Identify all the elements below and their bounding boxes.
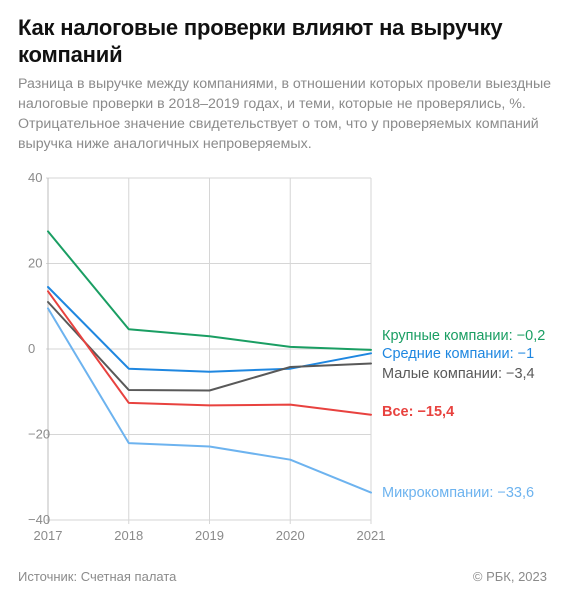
grid-lines [46, 177, 372, 524]
copyright: © РБК, 2023 [472, 569, 547, 584]
chart-title: Как налоговые проверки влияют на выручку… [18, 15, 503, 67]
y-tick-label: −20 [28, 427, 50, 442]
x-tick-label: 2019 [195, 528, 224, 543]
series-end-label: Средние компании: −1 [382, 346, 534, 362]
x-tick-label: 2018 [114, 528, 143, 543]
series-lines [47, 230, 372, 494]
chart-subtitle: Разница в выручке между компаниями, в от… [18, 76, 552, 152]
series-line [47, 307, 372, 494]
y-axis-ticks: 40 20 0 −20 −40 [28, 170, 50, 527]
series-end-label: Крупные компании: −0,2 [382, 328, 545, 344]
y-tick-label: −40 [28, 512, 50, 527]
series-line [47, 290, 372, 416]
x-tick-label: 2020 [276, 528, 305, 543]
footer: Источник: Счетная палата © РБК, 2023 [18, 569, 547, 584]
y-tick-label: 0 [28, 341, 35, 356]
x-tick-label: 2021 [357, 528, 386, 543]
series-line [47, 301, 372, 392]
series-end-label: Микрокомпании: −33,6 [382, 485, 534, 501]
series-line [47, 286, 372, 373]
y-tick-label: 40 [28, 170, 42, 185]
source-note: Источник: Счетная палата [18, 569, 177, 584]
y-tick-label: 20 [28, 256, 42, 271]
series-line [47, 230, 372, 351]
series-end-label: Малые компании: −3,4 [382, 366, 535, 382]
series-labels: Крупные компании: −0,2 Средние компании: … [382, 328, 545, 501]
series-end-label: Все: −15,4 [382, 404, 454, 420]
x-tick-label: 2017 [34, 528, 63, 543]
x-axis-ticks: 2017 2018 2019 2020 2021 [34, 528, 386, 543]
